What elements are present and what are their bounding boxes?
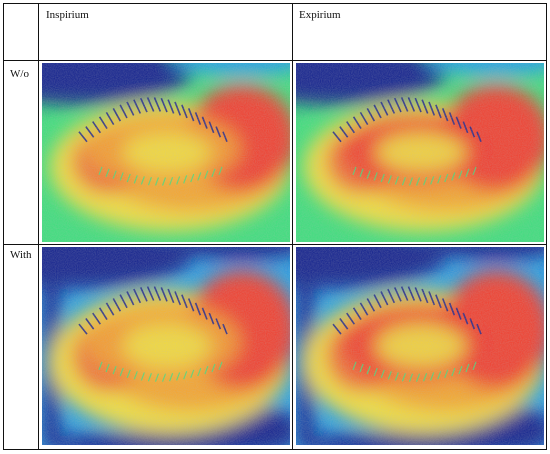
table-border-top (3, 3, 547, 4)
table-row-divider-1 (3, 60, 547, 61)
thermal-image-wo-inspirium (42, 63, 290, 242)
table-col-divider-1 (38, 3, 39, 450)
row-label-with: With (10, 249, 32, 261)
column-header-inspirium: Inspirium (46, 9, 89, 21)
thermal-image-with-inspirium (42, 247, 290, 445)
table-row-divider-2 (3, 244, 547, 245)
table-border-right (546, 3, 547, 450)
thermal-image-with-expirium (296, 247, 544, 445)
thermal-image-wo-expirium (296, 63, 544, 242)
table-col-divider-2 (292, 3, 293, 450)
table-border-left (3, 3, 4, 450)
row-label-without: W/o (10, 68, 29, 80)
column-header-expirium: Expirium (299, 9, 341, 21)
table-border-bottom (3, 449, 547, 450)
